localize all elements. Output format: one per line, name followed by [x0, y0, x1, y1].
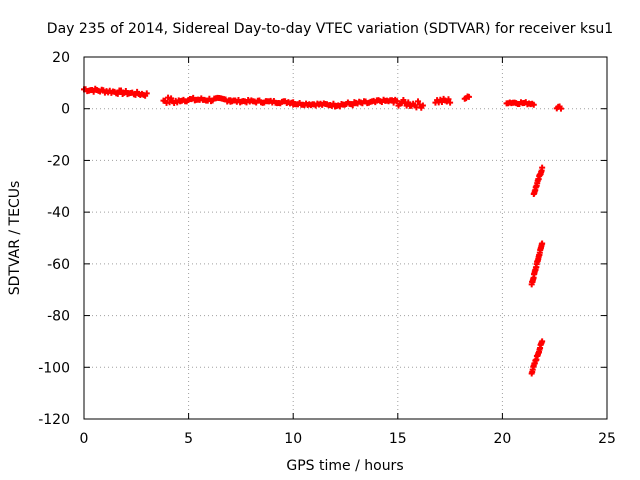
data-point — [530, 101, 537, 108]
data-points — [81, 85, 564, 377]
data-point — [465, 93, 472, 100]
data-point — [447, 99, 454, 106]
y-tick-label: 20 — [52, 50, 70, 66]
x-axis-label: GPS time / hours — [286, 458, 403, 474]
data-point — [539, 338, 546, 345]
x-tick-label: 5 — [184, 431, 193, 447]
x-tick-label: 15 — [389, 431, 407, 447]
y-tick-label: 0 — [61, 102, 70, 118]
x-tick-label: 10 — [284, 431, 302, 447]
y-tick-label: -120 — [38, 412, 70, 428]
data-point — [143, 90, 150, 97]
data-point — [405, 99, 412, 106]
data-point — [393, 98, 400, 105]
grid-lines — [84, 57, 607, 419]
y-tick-label: -80 — [47, 309, 70, 325]
y-tick-labels: 20 0 -20 -40 -60 -80 -100 -120 — [38, 50, 70, 428]
data-point — [557, 105, 564, 112]
data-point — [419, 102, 426, 109]
data-point — [416, 101, 423, 108]
y-tick-label: -100 — [38, 360, 70, 376]
y-tick-label: -60 — [47, 257, 70, 273]
data-point — [539, 240, 546, 247]
x-tick-label: 25 — [598, 431, 616, 447]
plot-frame — [83, 56, 608, 420]
y-axis-label: SDTVAR / TECUs — [7, 181, 23, 296]
y-tick-label: -40 — [47, 205, 70, 221]
data-point — [415, 98, 422, 105]
y-tick-label: -20 — [47, 153, 70, 169]
chart-title: Day 235 of 2014, Sidereal Day-to-day VTE… — [47, 21, 613, 37]
x-tick-label: 20 — [493, 431, 511, 447]
data-point — [122, 88, 129, 95]
data-point — [445, 96, 452, 103]
axis-ticks — [83, 56, 608, 420]
x-tick-label: 0 — [80, 431, 89, 447]
x-tick-labels: 0 5 10 15 20 25 — [80, 431, 616, 447]
data-point — [539, 164, 546, 171]
data-point — [349, 102, 356, 109]
